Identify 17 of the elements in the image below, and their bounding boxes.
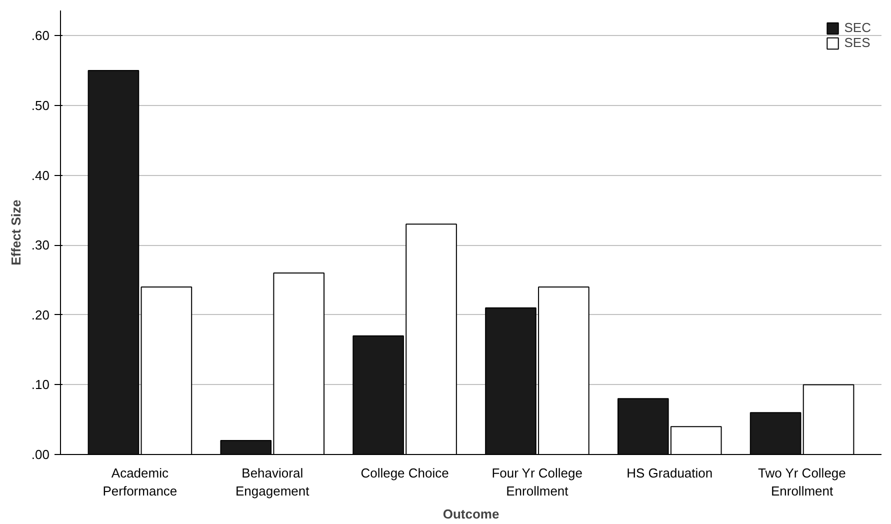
y-tick-label: .00 bbox=[31, 447, 50, 462]
y-tick-label: .20 bbox=[31, 307, 50, 322]
x-axis-title: Outcome bbox=[442, 506, 500, 522]
y-tick-label: .30 bbox=[31, 238, 50, 253]
x-tick-label: College Choice bbox=[360, 466, 449, 480]
legend-label: SES bbox=[844, 35, 870, 50]
y-axis-title: Effect Size bbox=[8, 200, 24, 266]
y-tick-label: .40 bbox=[31, 168, 50, 183]
x-tick-label: HS Graduation bbox=[626, 466, 713, 480]
x-tick-label: Behavioral Engagement bbox=[236, 466, 310, 498]
x-tick-label: Two Yr College Enrollment bbox=[758, 466, 846, 498]
legend-label: SEC bbox=[844, 20, 871, 35]
x-tick-label: Four Yr College Enrollment bbox=[492, 466, 583, 498]
y-tick-label: .10 bbox=[31, 377, 50, 392]
y-tick-label: .60 bbox=[31, 28, 50, 44]
y-tick-label: .50 bbox=[31, 98, 50, 113]
x-tick-label: Academic Performance bbox=[102, 466, 178, 498]
